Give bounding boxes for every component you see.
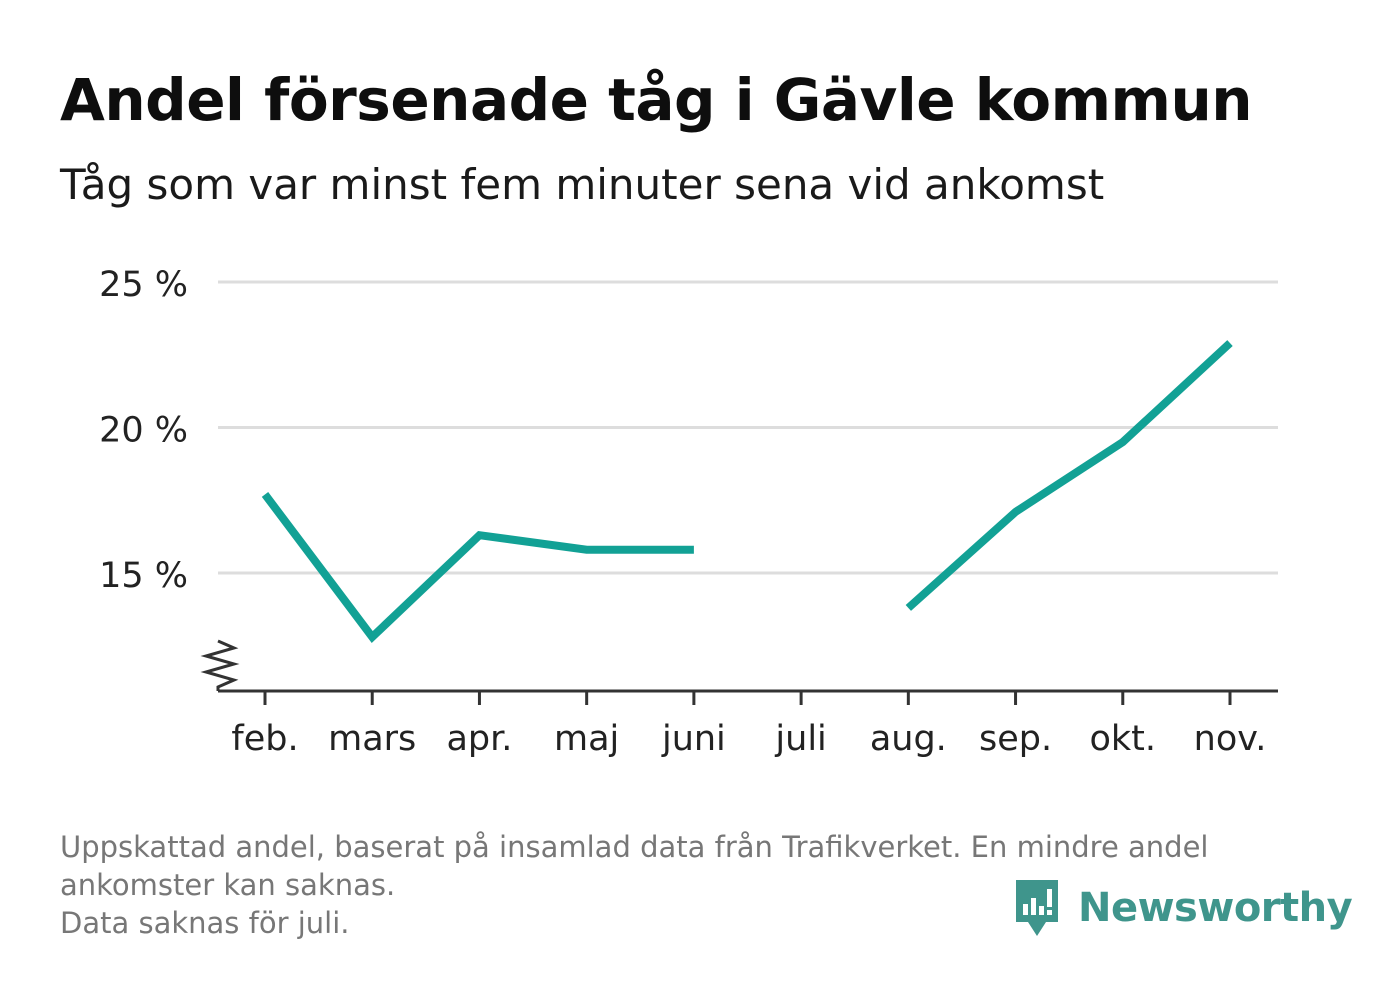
x-tick-label: aug.	[870, 719, 947, 759]
newsworthy-logo-icon	[1016, 880, 1058, 936]
footnote-line-2: ankomster kan saknas.	[60, 868, 396, 902]
x-tick-label: mars	[328, 719, 416, 759]
footnote-line-3: Data saknas för juli.	[60, 906, 350, 940]
y-tick-label: 15 %	[99, 556, 188, 596]
x-tick-label: maj	[554, 719, 619, 759]
series-line-segment	[261, 492, 694, 644]
series-line-segment	[905, 340, 1233, 611]
x-tick-label: okt.	[1090, 719, 1157, 759]
x-axis	[200, 639, 1278, 705]
axis-break-marker	[200, 639, 240, 691]
footnote-line-1: Uppskattad andel, baserat på insamlad da…	[60, 830, 1209, 864]
brand-name: Newsworthy	[1078, 885, 1353, 931]
series-lines	[261, 340, 1233, 644]
x-axis-tick-labels: feb. mars apr. maj juni juli aug. sep. okt. nov.	[231, 719, 1266, 759]
gridlines	[218, 280, 1278, 575]
x-tick-label: juni	[661, 719, 726, 759]
x-tick-label: nov.	[1194, 719, 1267, 759]
x-tick-label: feb.	[231, 719, 298, 759]
y-tick-label: 25 %	[99, 265, 188, 305]
x-tick-label: sep.	[979, 719, 1052, 759]
x-tick-label: apr.	[446, 719, 512, 759]
chart-title: Andel försenade tåg i Gävle kommun	[60, 66, 1253, 134]
y-tick-label: 20 %	[99, 411, 188, 451]
y-axis-tick-labels: 15 % 20 % 25 %	[99, 265, 188, 596]
x-tick-label: juli	[774, 719, 826, 759]
chart-subtitle: Tåg som var minst fem minuter sena vid a…	[60, 160, 1105, 209]
brand-logo: Newsworthy	[1012, 876, 1353, 940]
footnote: Uppskattad andel, baserat på insamlad da…	[60, 828, 1310, 942]
